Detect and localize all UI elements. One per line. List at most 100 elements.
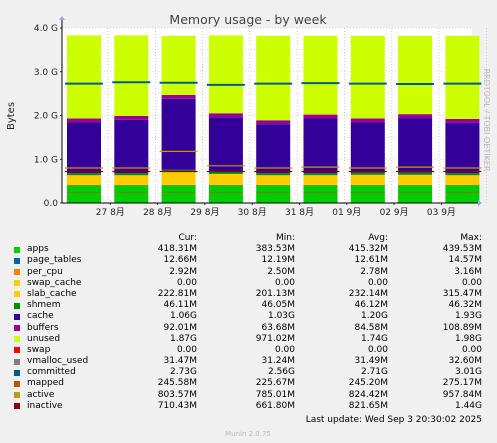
band-apps bbox=[398, 185, 433, 203]
legend-cur: 0.00 bbox=[176, 344, 197, 355]
legend-avg: 415.32M bbox=[348, 244, 388, 255]
x-tick-label: 02 9月 bbox=[380, 207, 409, 218]
legend-row-active: active 803.57M 785.01M 824.42M 957.84M bbox=[0, 390, 497, 401]
band-apps bbox=[208, 185, 243, 203]
band-apps bbox=[445, 185, 480, 203]
legend-swatch bbox=[14, 347, 20, 354]
band-shmem bbox=[114, 173, 149, 176]
band-apps bbox=[256, 185, 291, 203]
last-update: Last update: Wed Sep 3 20:30:02 2025 bbox=[305, 415, 482, 425]
x-tick-label: 03 9月 bbox=[427, 207, 456, 218]
band-per-cpu bbox=[256, 184, 291, 186]
legend-swatch bbox=[14, 325, 20, 331]
legend-name: page_tables bbox=[27, 255, 82, 266]
x-axis-arrow bbox=[478, 200, 482, 206]
legend-max: 3.16M bbox=[454, 266, 482, 277]
legend-min: 383.53M bbox=[255, 244, 295, 255]
legend-min: 2.56G bbox=[267, 367, 295, 378]
band-shmem bbox=[67, 173, 101, 176]
band-shmem bbox=[256, 173, 291, 176]
legend-swatch bbox=[14, 246, 20, 253]
band-apps bbox=[161, 185, 196, 203]
band-buffers bbox=[114, 115, 149, 120]
legend-max: 46.32M bbox=[448, 300, 482, 311]
y-ticks: 0.0 1.0 G 2.0 G 3.0 G 4.0 G bbox=[34, 24, 62, 209]
legend-cur: 1.06G bbox=[169, 311, 197, 322]
legend-avg: 12.61M bbox=[354, 255, 388, 266]
band-shmem bbox=[161, 169, 196, 172]
legend-cur: 46.11M bbox=[163, 300, 197, 311]
band-apps bbox=[114, 185, 149, 203]
legend-cur: 12.66M bbox=[163, 255, 197, 266]
band-buffers bbox=[256, 120, 291, 125]
legend-avg: 1.20G bbox=[360, 311, 388, 322]
day-bands bbox=[67, 35, 480, 203]
legend-row-per-cpu: per_cpu 2.92M 2.50M 2.78M 3.16M bbox=[0, 267, 497, 278]
legend-cur: 710.43M bbox=[157, 400, 197, 411]
band-cache bbox=[256, 124, 291, 174]
legend-max: 0.00 bbox=[461, 344, 482, 355]
x-tick-label: 01 9月 bbox=[332, 207, 361, 218]
legend-min: 46.05M bbox=[261, 300, 295, 311]
y-tick-label: 4.0 G bbox=[34, 24, 58, 34]
line-series bbox=[65, 81, 482, 193]
band-unused bbox=[208, 35, 243, 114]
legend-row-buffers: buffers 92.01M 63.68M 84.58M 108.89M bbox=[0, 323, 497, 334]
legend-name: apps bbox=[27, 244, 49, 255]
legend-avg: 2.71G bbox=[360, 367, 388, 378]
band-unused bbox=[114, 35, 149, 116]
legend-max: 1.98G bbox=[454, 333, 482, 344]
legend-row-vmalloc-used: vmalloc_used 31.47M 31.24M 31.49M 32.60M bbox=[0, 356, 497, 367]
legend-swatch bbox=[14, 369, 20, 376]
legend-header: Cur: Min: Avg: Max: bbox=[0, 233, 497, 244]
legend-swatch bbox=[14, 358, 20, 365]
legend-max: 32.60M bbox=[448, 356, 482, 367]
legend-name: slab_cache bbox=[27, 288, 77, 299]
legend-cur: 31.47M bbox=[163, 356, 197, 367]
legend-name: cache bbox=[27, 311, 54, 322]
legend-min: 661.80M bbox=[255, 400, 295, 411]
legend-max: 108.89M bbox=[442, 322, 482, 333]
y-tick-label: 3.0 G bbox=[34, 68, 58, 78]
legend-row-mapped: mapped 245.58M 225.67M 245.20M 275.17M bbox=[0, 378, 497, 389]
legend-name: vmalloc_used bbox=[27, 356, 89, 367]
legend-cur: 0.00 bbox=[176, 277, 197, 288]
band-buffers bbox=[350, 118, 385, 123]
legend-min: 31.24M bbox=[261, 356, 295, 367]
band-per-cpu bbox=[161, 184, 196, 186]
band-unused bbox=[161, 35, 196, 95]
legend-row-swap-cache: swap_cache 0.00 0.00 0.00 0.00 bbox=[0, 278, 497, 289]
legend-name: per_cpu bbox=[27, 266, 63, 277]
legend-cur: 1.87G bbox=[169, 333, 197, 344]
legend-avg: 84.58M bbox=[354, 322, 388, 333]
legend-swatch bbox=[14, 302, 20, 309]
legend-swatch bbox=[14, 280, 20, 287]
band-per-cpu bbox=[350, 184, 385, 186]
band-shmem bbox=[208, 171, 243, 174]
band-apps bbox=[350, 185, 385, 203]
legend-min: 225.67M bbox=[255, 378, 295, 389]
x-tick-label: 29 8月 bbox=[190, 207, 219, 218]
legend-cur: 2.73G bbox=[169, 367, 197, 378]
band-slab-cache bbox=[256, 175, 291, 185]
band-shmem bbox=[445, 173, 480, 176]
legend-avg: 0.00 bbox=[367, 344, 388, 355]
munin-version: Munin 2.0.75 bbox=[225, 430, 271, 438]
legend-row-swap: swap 0.00 0.00 0.00 0.00 bbox=[0, 345, 497, 356]
y-tick-label: 2.0 G bbox=[34, 112, 58, 122]
legend-row-unused: unused 1.87G 971.02M 1.74G 1.98G bbox=[0, 334, 497, 345]
band-buffers bbox=[445, 118, 480, 123]
legend-row-shmem: shmem 46.11M 46.05M 46.12M 46.32M bbox=[0, 300, 497, 311]
legend-swatch bbox=[14, 313, 20, 320]
legend-swatch bbox=[14, 392, 20, 399]
legend-min: 0.00 bbox=[274, 277, 295, 288]
legend-min: 971.02M bbox=[255, 333, 295, 344]
band-per-cpu bbox=[67, 184, 101, 186]
legend-row-inactive: inactive 710.43M 661.80M 821.65M 1.44G bbox=[0, 401, 497, 412]
legend-row-slab-cache: slab_cache 222.81M 201.13M 232.14M 315.47M bbox=[0, 289, 497, 300]
band-apps bbox=[67, 185, 101, 203]
band-shmem bbox=[398, 172, 433, 175]
band-unused bbox=[67, 35, 101, 119]
band-slab-cache bbox=[398, 174, 433, 185]
